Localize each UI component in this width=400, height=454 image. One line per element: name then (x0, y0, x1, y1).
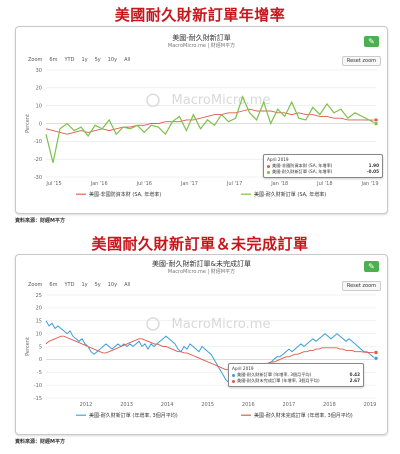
edit-chart1-button[interactable]: ✎ (364, 36, 379, 47)
zoom-6m-2[interactable]: 6m (49, 282, 58, 288)
x-tick-label: 2016 (242, 402, 255, 408)
zoom-1y-1[interactable]: 1y (81, 57, 88, 63)
y-tick-label: 20 (36, 86, 42, 92)
series-end-marker (373, 350, 379, 355)
zoom-label-1: Zoom (28, 57, 43, 63)
x-tick-label: 2019 (364, 402, 377, 408)
x-tick-label: 2018 (323, 402, 336, 408)
zoom-all-1[interactable]: All (124, 57, 131, 63)
x-tick-label: Jan '19 (360, 181, 378, 187)
x-tick-label: Jan '18 (270, 181, 288, 187)
series-end-marker (373, 355, 379, 361)
y-tick-label: -20 (34, 157, 42, 163)
section2-heading: 美國耐久財新訂單＆未完成訂單 (91, 235, 309, 253)
zoom-10y-2[interactable]: 10y (107, 282, 118, 288)
series-dot-icon (267, 170, 270, 174)
y-tick-label: -5 (37, 370, 42, 376)
series-end-marker (373, 121, 379, 126)
tooltip1-row-2: 美國-耐久財新訂單 (SA, 年增率) -0.05 (267, 169, 379, 175)
x-tick-label: Jul '18 (316, 181, 332, 187)
series-line (45, 335, 377, 372)
pencil-icon: ✎ (368, 262, 375, 271)
zoom-ytd-2[interactable]: YTD (64, 282, 75, 288)
chart2-svg: 2520151050-5-10-15PercentMacroMicro.me20… (25, 293, 379, 419)
source-note-1: 資料來源：財經M平方 (15, 218, 65, 224)
chart-panel-2: 美國-耐久財新訂單&未完成訂單 MacroMicro.me | 財經M平方 ✎ … (15, 254, 388, 435)
watermark-logo-icon (146, 317, 160, 331)
chart2-subtitle: MacroMicro.me | 財經M平方 (167, 269, 236, 275)
x-tick-label: Jul '17 (226, 181, 242, 187)
chart1-subtitle: MacroMicro.me | 財經M平方 (167, 43, 236, 49)
y-tick-label: -15 (34, 396, 42, 402)
series-dot-icon (232, 379, 235, 383)
series-line (45, 95, 377, 163)
x-tick-label: 2017 (282, 402, 295, 408)
watermark-text: MacroMicro.me (172, 93, 271, 108)
x-tick-label: Jan '17 (180, 181, 198, 187)
zoom-6m-1[interactable]: 6m (49, 57, 58, 63)
chart-panel-1: 美國-耐久財新訂單 MacroMicro.me | 財經M平方 ✎ Zoom 6… (15, 26, 388, 214)
legend-label: 美國-耐久財未完成訂單 (年增率, 3個月平均) (254, 412, 353, 419)
zoom-all-2[interactable]: All (124, 282, 131, 288)
tooltip-1: April 2019 美國-非國防資本財 (SA, 年增率) 1.90 美國-耐久… (263, 154, 383, 178)
tooltip2-row-1: 美國-耐久財新訂單 (年增率, 3個月平均) 0.42 (232, 372, 360, 378)
x-tick-label: 2015 (201, 402, 214, 408)
zoom-label-2: Zoom (28, 282, 43, 288)
source-note-2: 資料來源：財經M平方 (15, 439, 65, 445)
tooltip1-row-1: 美國-非國防資本財 (SA, 年增率) 1.90 (267, 163, 379, 169)
x-tick-label: 2013 (120, 402, 133, 408)
x-tick-label: Jul '16 (136, 181, 152, 187)
y-tick-label: -30 (34, 175, 42, 181)
y-axis-label: Percent (25, 337, 31, 356)
zoom-5y-1[interactable]: 5y (94, 57, 101, 63)
chart2-title: 美國-耐久財新訂單&未完成訂單 (152, 260, 251, 268)
zoom-10y-1[interactable]: 10y (107, 57, 118, 63)
series-line (45, 108, 376, 135)
y-tick-label: 0 (39, 357, 42, 363)
zoom-bar-2: Zoom 6m YTD 1y 5y 10y All (28, 282, 130, 288)
series-dot-icon (267, 164, 270, 168)
y-tick-label: 15 (36, 319, 42, 325)
tooltip1-date: April 2019 (267, 157, 289, 162)
legend-label: 美國-耐久財新訂單 (SA, 年增率) (254, 191, 326, 198)
x-tick-label: 2012 (80, 402, 93, 408)
series-dot-icon (232, 373, 235, 377)
reset-zoom-button-1[interactable]: Reset zoom (341, 56, 381, 66)
y-tick-label: 0 (39, 121, 42, 127)
y-tick-label: -10 (34, 383, 42, 389)
y-tick-label: 20 (36, 306, 42, 312)
watermark-text: MacroMicro.me (172, 317, 271, 332)
chart1-title: 美國-耐久財新訂單 (172, 34, 231, 42)
zoom-1y-2[interactable]: 1y (81, 282, 88, 288)
y-tick-label: -10 (34, 139, 42, 145)
chart1-svg: 30 20 10 0 -10 -20 -30 Percent MacroMicro.me Jul … (25, 68, 379, 198)
x-tick-label: Jan '16 (90, 181, 108, 187)
y-tick-label: 10 (36, 103, 42, 109)
tooltip-2: April 2019 美國-耐久財新訂單 (年增率, 3個月平均) 0.42 美國… (228, 363, 364, 387)
zoom-bar-1: Zoom 6m YTD 1y 5y 10y All (28, 57, 130, 63)
y-tick-label: 5 (39, 344, 42, 350)
series-line (45, 320, 377, 386)
y-tick-label: 10 (36, 331, 42, 337)
y-axis-label: Percent (25, 114, 31, 133)
reset-zoom-button-2[interactable]: Reset zoom (341, 281, 381, 291)
legend-label: 美國-耐久財新訂單 (年增率, 3個月平均) (89, 412, 178, 419)
y-tick-label: 25 (36, 293, 42, 299)
tooltip2-date: April 2019 (232, 366, 254, 371)
edit-chart2-button[interactable]: ✎ (364, 261, 379, 272)
watermark-logo-icon (146, 93, 160, 107)
section1-heading: 美國耐久財新訂單年增率 (114, 6, 286, 24)
zoom-5y-2[interactable]: 5y (94, 282, 101, 288)
x-tick-label: 2014 (161, 402, 174, 408)
pencil-icon: ✎ (368, 37, 375, 46)
y-tick-label: 30 (36, 68, 42, 74)
legend-label: 美國-非國防資本財 (SA, 年增率) (89, 191, 161, 198)
tooltip2-row-2: 美國-耐久財未完成訂單 (年增率, 3個月平均) 2.67 (232, 378, 360, 384)
zoom-ytd-1[interactable]: YTD (64, 57, 75, 63)
x-tick-label: Jul '15 (45, 181, 61, 187)
